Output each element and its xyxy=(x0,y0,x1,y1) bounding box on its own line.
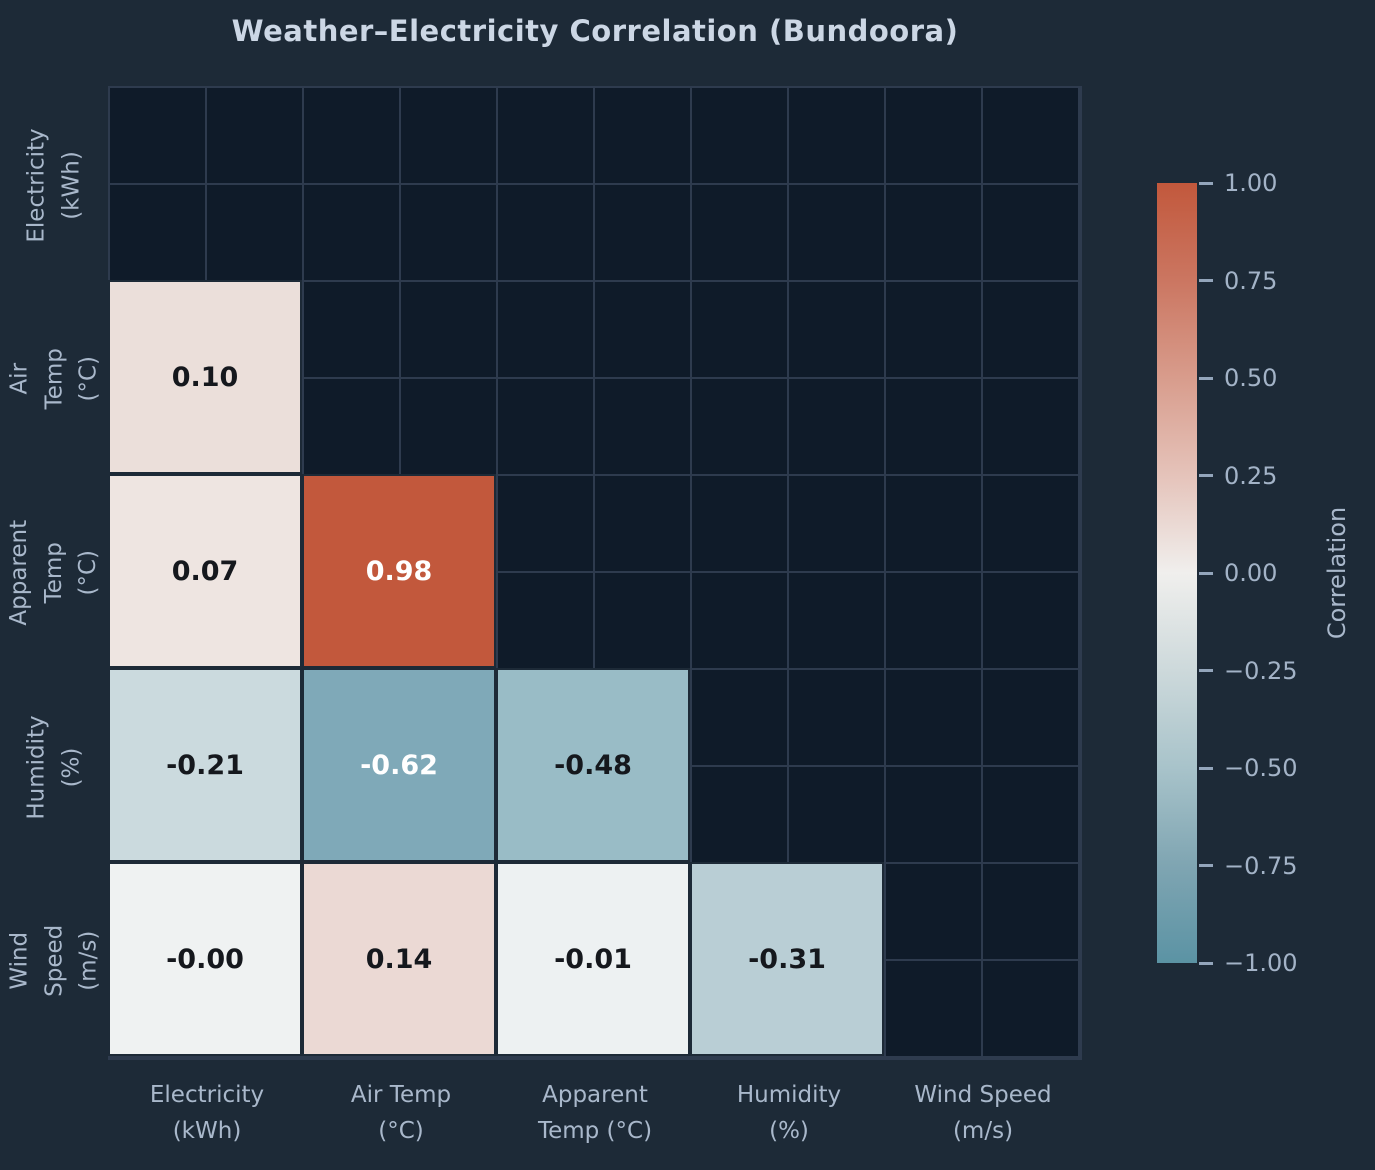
colorbar-tick-mark xyxy=(1199,279,1213,282)
colorbar-tick-label: 0.75 xyxy=(1224,266,1278,295)
colorbar-tick-label: −0.25 xyxy=(1224,656,1298,685)
chart-title: Weather–Electricity Correlation (Bundoor… xyxy=(231,14,959,48)
colorbar-tick-mark xyxy=(1199,961,1213,965)
heatmap-cell: -0.48 xyxy=(496,668,690,862)
colorbar-tick-mark xyxy=(1199,376,1213,380)
colorbar-tick-label: −1.00 xyxy=(1224,949,1298,977)
heatmap-cell: 0.07 xyxy=(108,474,302,668)
colorbar-tick-mark xyxy=(1199,766,1213,770)
heatmap-cell: -0.01 xyxy=(496,862,690,1056)
colorbar-tick-label: 0.50 xyxy=(1224,364,1278,392)
x-tick-label: Electricity (kWh) xyxy=(149,1082,265,1144)
colorbar-tick-label: −0.50 xyxy=(1224,754,1298,782)
colorbar-tick-label: 0.25 xyxy=(1224,461,1278,490)
colorbar-tick-label: 1.00 xyxy=(1224,169,1278,197)
heatmap-cell: 0.14 xyxy=(302,862,496,1056)
colorbar-label: Correlation xyxy=(1323,506,1351,640)
y-tick-label: Air Temp (°C) xyxy=(6,348,102,410)
colorbar-tick-label: 0.00 xyxy=(1224,559,1278,587)
x-tick-label: Wind Speed (m/s) xyxy=(914,1082,1052,1144)
heatmap-cell: -0.31 xyxy=(690,862,884,1056)
colorbar xyxy=(1157,183,1197,963)
y-tick-label: Wind Speed (m/s) xyxy=(6,924,102,998)
heatmap-cell: 0.10 xyxy=(108,280,302,474)
heatmap-cell: 0.98 xyxy=(302,474,496,668)
colorbar-tick-mark xyxy=(1199,181,1213,185)
colorbar-tick-mark xyxy=(1199,669,1213,672)
colorbar-tick-label: −0.75 xyxy=(1224,851,1298,880)
heatmap-plot-area: 0.10 0.07 0.98 -0.21 -0.62 -0.48 -0.00 0.14 -0.0… xyxy=(108,88,1080,1058)
heatmap-cell: -0.62 xyxy=(302,668,496,862)
y-tick-label: Humidity (%) xyxy=(23,714,85,820)
colorbar-tick-mark xyxy=(1199,864,1213,867)
colorbar-tick-mark xyxy=(1199,571,1213,575)
heatmap-cell: -0.00 xyxy=(108,862,302,1056)
y-tick-label: Electricity (kWh) xyxy=(23,127,85,243)
x-tick-label: Apparent Temp (°C) xyxy=(537,1082,653,1144)
x-tick-label: Humidity (%) xyxy=(736,1082,842,1144)
x-tick-label: Air Temp (°C) xyxy=(350,1082,452,1144)
colorbar-tick-mark xyxy=(1199,474,1213,477)
heatmap-cell: -0.21 xyxy=(108,668,302,862)
y-tick-label: Apparent Temp (°C) xyxy=(6,520,102,626)
